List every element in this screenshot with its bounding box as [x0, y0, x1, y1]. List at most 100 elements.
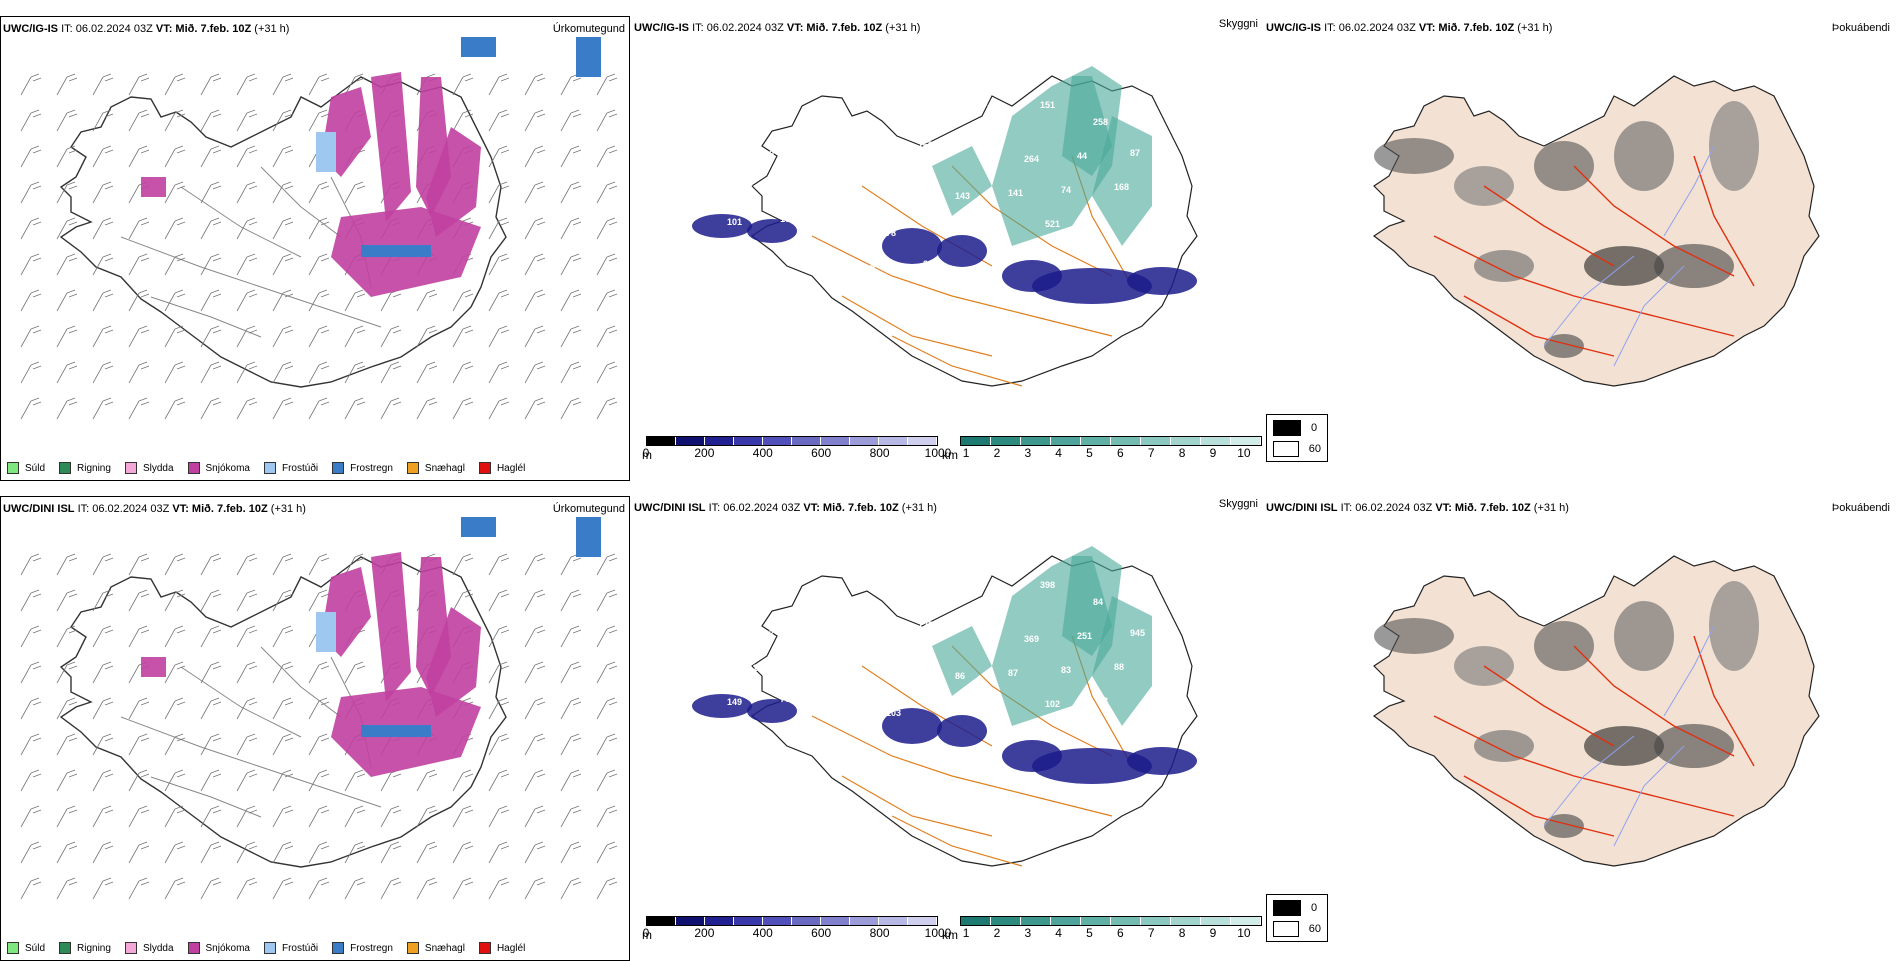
- visibility-label: 2: [923, 259, 928, 269]
- visibility-label: 945: [1130, 628, 1145, 638]
- visibility-label: 360: [934, 586, 949, 596]
- visibility-tick: 10: [1237, 446, 1251, 460]
- legend-item-5: Frostregn: [332, 942, 393, 954]
- precip-panel-top: UWC/IG-IS IT: 06.02.2024 03Z VT: Mið. 7.…: [0, 16, 630, 481]
- visibility-label: 141: [1008, 188, 1023, 198]
- visibility-label: 86: [955, 671, 965, 681]
- visibility-label: 84: [1093, 597, 1103, 607]
- visibility-label: 317: [796, 660, 811, 670]
- visibility-label: 309: [902, 174, 917, 184]
- legend-swatch: [124, 462, 137, 474]
- legend-swatch: [263, 942, 276, 954]
- visibility-tick: 6: [1117, 446, 1124, 460]
- visibility-label: 307: [1146, 594, 1161, 604]
- fog-panel-bottom: UWC/DINI ISL IT: 06.02.2024 03Z VT: Mið.…: [1264, 496, 1894, 961]
- visibility-label: 825: [987, 103, 1002, 113]
- visibility-tick: 1: [962, 926, 970, 940]
- elevation-unit: m: [642, 928, 652, 942]
- legend-item-2: Slydda: [124, 942, 174, 954]
- legend-label: Slydda: [142, 462, 174, 474]
- visibility-label: 53: [1098, 696, 1108, 706]
- elevation-tick: 400: [752, 926, 773, 940]
- visibility-label: 83: [1061, 665, 1071, 675]
- legend-swatch: [478, 462, 491, 474]
- cloud-panel-top: UWC/IG-IS IT: 06.02.2024 03Z VT: Mið. 7.…: [632, 16, 1262, 481]
- visibility-label: 533: [775, 595, 790, 605]
- cloud-panel-bottom: UWC/DINI ISL IT: 06.02.2024 03Z VT: Mið.…: [632, 496, 1262, 961]
- visibility-label: 46: [775, 115, 785, 125]
- visibility-colorbar-top: 1 2 3 4 5 6 7 8 9 10 km: [942, 436, 1262, 470]
- visibility-label: 87: [1008, 668, 1018, 678]
- visibility-tick: 7: [1147, 926, 1155, 940]
- legend-label: Snjókoma: [205, 462, 250, 474]
- visibility-label: 137: [833, 231, 848, 241]
- legend-item-0: Súld: [7, 942, 45, 954]
- elevation-ticks: 0 200 400 600 800 1000: [642, 926, 952, 940]
- visibility-tick: 9: [1209, 926, 1217, 940]
- visibility-tick: 10: [1237, 926, 1251, 940]
- visibility-ticks: 1 2 3 4 5 6 7 8 9 10: [960, 446, 1262, 460]
- legend-item-1: Rigning: [59, 462, 111, 474]
- visibility-label: 267: [759, 629, 774, 639]
- legend-swatch: [59, 462, 72, 474]
- precip-map: [20, 517, 618, 900]
- panel-variable: Þokuábendi: [1831, 22, 1890, 34]
- panel-title: UWC/DINI ISL IT: 06.02.2024 03Z VT: Mið.…: [3, 503, 306, 515]
- legend-swatch: [124, 942, 137, 954]
- visibility-label: 207: [849, 657, 864, 667]
- legend-swatch: [7, 942, 19, 954]
- elevation-colorbar-top: 0 200 400 600 800 1000 m: [642, 436, 952, 470]
- visibility-label: 348: [971, 137, 986, 147]
- visibility-tick: 2: [993, 446, 1001, 460]
- elevation-tick: 0: [642, 926, 650, 940]
- legend-item-5: Frostregn: [332, 462, 393, 474]
- visibility-label: 17: [812, 626, 822, 636]
- visibility-unit: km: [942, 448, 958, 462]
- visibility-label: 1088: [881, 109, 901, 119]
- visibility-tick: 3: [1024, 926, 1032, 940]
- visibility-label: 16: [743, 183, 753, 193]
- visibility-ticks: 1 2 3 4 5 6 7 8 9 10: [960, 926, 1262, 940]
- fog-black-label: 0: [1311, 422, 1318, 434]
- panel-title: UWC/DINI ISL IT: 06.02.2024 03Z VT: Mið.…: [634, 502, 937, 514]
- panel-variable: Skyggni: [1218, 498, 1258, 510]
- fog-black-swatch: [1273, 420, 1301, 436]
- visibility-tick: 2: [993, 926, 1001, 940]
- visibility-label: 68: [992, 222, 1002, 232]
- visibility-label: 83: [939, 225, 949, 235]
- visibility-label: 398: [1040, 580, 1055, 590]
- legend-label: Frostúði: [281, 462, 319, 474]
- elevation-ticks: 0 200 400 600 800 1000: [643, 446, 952, 460]
- visibility-label: 149: [727, 697, 742, 707]
- fog-white-label: 60: [1308, 443, 1321, 455]
- legend-label: Rigning: [77, 942, 111, 954]
- visibility-label: 168: [1114, 182, 1129, 192]
- precip-map: [20, 37, 618, 420]
- legend-swatch: [332, 462, 345, 474]
- visibility-label: 258: [1093, 117, 1108, 127]
- visibility-tick: 5: [1086, 926, 1093, 940]
- elevation-tick: 600: [811, 446, 832, 460]
- panel-variable: Skyggni: [1218, 18, 1258, 30]
- visibility-label: 80: [992, 702, 1002, 712]
- visibility-label: 5: [870, 262, 875, 272]
- visibility-label: 125: [918, 620, 933, 630]
- elevation-tick: 800: [869, 926, 890, 940]
- visibility-label: 37: [764, 268, 774, 278]
- legend-swatch: [332, 942, 345, 954]
- visibility-label: 76: [780, 694, 790, 704]
- legend-swatch: [263, 462, 276, 474]
- legend-item-3: Snjókoma: [187, 942, 250, 954]
- visibility-label: 203: [934, 106, 949, 116]
- fog-black-swatch: [1273, 900, 1301, 916]
- visibility-label: 211: [743, 663, 758, 673]
- visibility-label: 521: [1045, 219, 1060, 229]
- precip-type-legend: Súld Rigning Slydda Snjókoma Frostúði Frostre…: [7, 942, 525, 954]
- visibility-tick: 9: [1209, 446, 1217, 460]
- visibility-unit: km: [942, 928, 958, 942]
- panel-variable: Úrkomutegund: [552, 503, 625, 515]
- visibility-label: 74: [1061, 185, 1071, 195]
- visibility-label: 83: [833, 711, 843, 721]
- legend-item-1: Rigning: [59, 942, 111, 954]
- legend-item-6: Snæhagl: [406, 462, 465, 474]
